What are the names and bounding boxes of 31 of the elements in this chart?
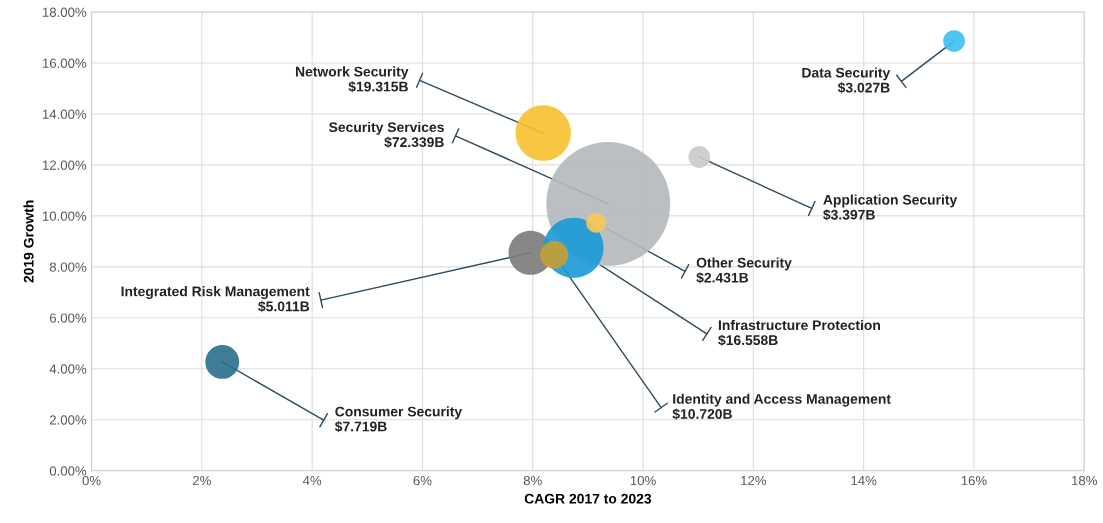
x-tick-label: 10% <box>630 475 656 486</box>
x-tick-label: 8% <box>523 475 542 486</box>
annotation: Security Services $72.339B <box>329 121 444 148</box>
y-axis-title: 2019 Growth <box>23 200 34 283</box>
x-tick-label: 16% <box>961 475 987 486</box>
y-tick-label: 14.00% <box>42 109 87 119</box>
x-tick-label: 0% <box>82 475 101 486</box>
y-tick-label: 10.00% <box>42 211 87 221</box>
annotation: Network Security $19.315B <box>295 66 409 93</box>
annotation: Integrated Risk Management $5.011B <box>121 286 310 313</box>
y-tick-label: 2.00% <box>49 415 87 425</box>
annotation: Other Security $2.431B <box>696 257 792 284</box>
annotation: Infrastructure Protection $16.558B <box>718 319 880 346</box>
annotation: Application Security $3.397B <box>823 194 958 221</box>
y-tick-label: 12.00% <box>42 160 87 170</box>
y-tick-label: 8.00% <box>49 262 87 272</box>
x-tick-label: 14% <box>851 475 877 486</box>
y-tick-label: 16.00% <box>42 58 87 68</box>
y-tick-label: 4.00% <box>49 364 87 374</box>
y-tick-label: 0.00% <box>49 466 87 476</box>
annotation: Identity and Access Management $10.720B <box>672 393 891 420</box>
y-tick-label: 18.00% <box>42 7 87 17</box>
x-tick-label: 6% <box>413 475 432 486</box>
y-tick-label: 6.00% <box>49 313 87 323</box>
annotation: Data Security $3.027B <box>802 67 891 94</box>
x-tick-label: 18% <box>1072 475 1097 486</box>
x-tick-label: 4% <box>302 475 322 486</box>
x-axis-title: CAGR 2017 to 2023 <box>524 493 652 504</box>
annotation: Consumer Security $7.719B <box>334 406 463 433</box>
x-tick-label: 12% <box>741 475 767 486</box>
x-tick-label: 2% <box>192 475 211 486</box>
